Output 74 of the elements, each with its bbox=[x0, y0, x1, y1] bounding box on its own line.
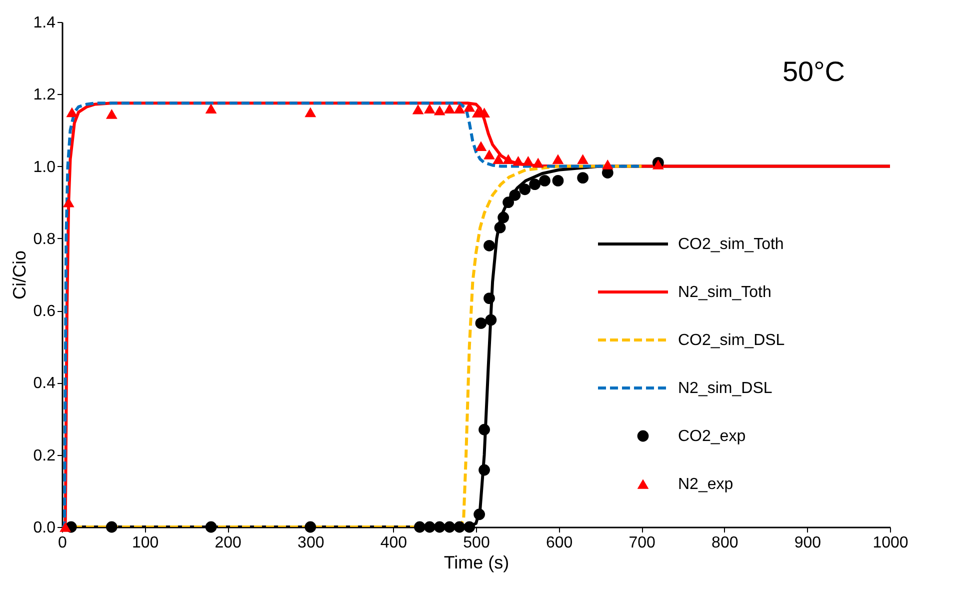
y-tick-label: 1.4 bbox=[33, 14, 56, 32]
point bbox=[434, 105, 446, 116]
point bbox=[444, 104, 456, 114]
point bbox=[304, 521, 316, 533]
x-tick-label: 700 bbox=[628, 534, 656, 552]
y-axis-title: Ci/Cio bbox=[9, 250, 30, 300]
point bbox=[498, 212, 510, 224]
y-tick-label: 0.8 bbox=[33, 230, 56, 248]
legend-label: N2_sim_Toth bbox=[678, 284, 772, 301]
point bbox=[552, 154, 564, 164]
x-tick-label: 0 bbox=[58, 534, 68, 552]
x-tick-label: 400 bbox=[380, 534, 408, 552]
x-tick-label: 600 bbox=[546, 534, 573, 552]
y-tick-label: 1.0 bbox=[33, 158, 56, 176]
point bbox=[424, 521, 436, 533]
point bbox=[205, 521, 217, 533]
point bbox=[485, 314, 497, 326]
point bbox=[494, 222, 506, 234]
point bbox=[62, 197, 74, 208]
x-axis-title: Time (s) bbox=[444, 552, 510, 572]
point bbox=[454, 104, 466, 114]
point bbox=[529, 178, 540, 190]
point bbox=[478, 424, 490, 436]
point bbox=[577, 154, 589, 164]
point bbox=[444, 521, 456, 533]
point bbox=[532, 158, 544, 168]
point bbox=[602, 160, 614, 170]
legend-label: CO2_exp bbox=[678, 428, 746, 445]
point bbox=[652, 160, 664, 170]
x-tick-label: 900 bbox=[794, 534, 822, 552]
point bbox=[205, 104, 217, 114]
point bbox=[577, 172, 589, 184]
legend-label: N2_exp bbox=[678, 476, 734, 493]
point bbox=[464, 521, 476, 533]
point bbox=[509, 189, 521, 201]
x-tick-label: 500 bbox=[463, 534, 490, 552]
point bbox=[512, 156, 524, 166]
point bbox=[484, 149, 495, 160]
point bbox=[412, 104, 424, 114]
point bbox=[484, 240, 495, 252]
point bbox=[474, 508, 486, 520]
point bbox=[519, 184, 531, 196]
point bbox=[454, 521, 466, 533]
y-tick-label: 0.2 bbox=[33, 447, 56, 464]
legend-label: N2_sim_DSL bbox=[678, 380, 772, 397]
point bbox=[502, 154, 514, 164]
x-tick-label: 200 bbox=[214, 534, 242, 552]
point bbox=[502, 196, 514, 208]
x-tick-label: 100 bbox=[132, 534, 159, 552]
point bbox=[484, 292, 495, 304]
point bbox=[492, 154, 504, 164]
point bbox=[478, 464, 490, 476]
y-tick-label: 1.2 bbox=[33, 86, 56, 104]
annotation: 50°C bbox=[782, 56, 845, 87]
point bbox=[522, 156, 534, 166]
y-tick-label: 0.6 bbox=[33, 303, 56, 320]
legend-label: CO2_sim_DSL bbox=[678, 332, 785, 349]
point bbox=[106, 521, 118, 533]
point bbox=[106, 109, 118, 119]
legend-label: CO2_sim_Toth bbox=[678, 236, 784, 253]
point bbox=[475, 141, 487, 152]
point bbox=[414, 521, 426, 533]
point bbox=[304, 107, 316, 118]
point bbox=[552, 175, 564, 186]
x-tick-label: 800 bbox=[712, 534, 738, 552]
point bbox=[539, 175, 550, 186]
point bbox=[60, 522, 72, 532]
x-tick-label: 300 bbox=[298, 534, 324, 552]
point bbox=[424, 104, 436, 114]
x-tick-label: 1000 bbox=[872, 534, 908, 552]
point bbox=[475, 318, 487, 329]
point bbox=[434, 521, 446, 533]
y-tick-label: 0.0 bbox=[33, 520, 56, 536]
y-tick-label: 0.4 bbox=[33, 375, 56, 392]
